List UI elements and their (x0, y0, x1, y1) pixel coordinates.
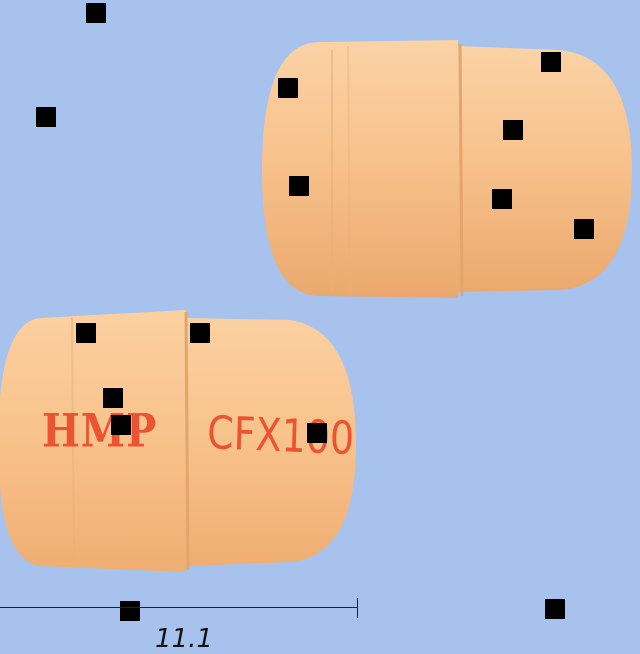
marker-square (103, 388, 123, 408)
marker-square (111, 415, 131, 435)
scale-label: 11.1 (155, 624, 213, 654)
marker-square (278, 78, 298, 98)
marker-square (541, 52, 561, 72)
marker-square (120, 601, 140, 621)
marker-square (503, 120, 523, 140)
scale-bar (0, 607, 357, 608)
capsule-top (262, 40, 632, 298)
marker-square (86, 3, 106, 23)
imprint-hmp: HMP (42, 404, 158, 459)
capsules-illustration (0, 40, 632, 572)
marker-square (76, 323, 96, 343)
imprint-cfx100: CFX100 (206, 406, 355, 465)
capsule-bottom (0, 310, 356, 572)
marker-square (289, 176, 309, 196)
pill-photo: HMP CFX100 11.1 (0, 3, 632, 654)
scale-bar-tick (357, 598, 358, 618)
marker-square (492, 189, 512, 209)
marker-square (545, 599, 565, 619)
marker-square (36, 107, 56, 127)
marker-square (190, 323, 210, 343)
marker-square (574, 219, 594, 239)
marker-square (307, 423, 327, 443)
